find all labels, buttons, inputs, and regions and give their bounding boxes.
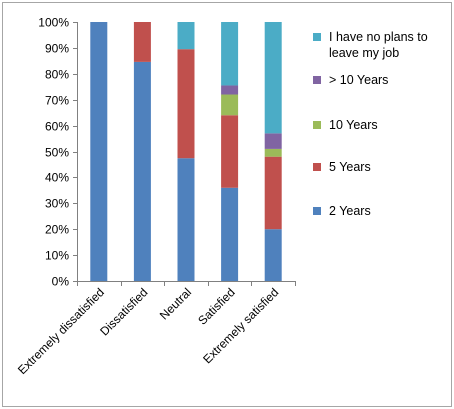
legend-swatch-1 xyxy=(313,33,321,41)
legend-swatch-4 xyxy=(313,163,321,171)
bar-segment-3-cat-4 xyxy=(221,94,239,116)
bar-segment-1-cat-2 xyxy=(133,61,151,281)
bar-segment-2-cat-5 xyxy=(264,156,282,230)
y-tick-label: 10% xyxy=(45,249,69,263)
legend-swatch-5 xyxy=(313,207,321,215)
y-tick-label: 60% xyxy=(45,120,69,134)
bar-segment-2-cat-4 xyxy=(221,115,239,188)
bar-segment-5-cat-3 xyxy=(177,22,195,50)
bar-segment-3-cat-5 xyxy=(264,148,282,157)
bar-segment-2-cat-2 xyxy=(133,22,151,62)
y-tick-label: 50% xyxy=(45,146,69,160)
legend: I have no plans to leave my job > 10 Years… xyxy=(313,30,428,218)
legend-swatch-3 xyxy=(313,121,321,129)
y-tick-label: 30% xyxy=(45,197,69,211)
bar-segment-5-cat-5 xyxy=(264,22,282,134)
legend-label-5: 2 Years xyxy=(329,204,371,218)
y-tick-label: 80% xyxy=(45,68,69,82)
y-tick-label: 0% xyxy=(52,275,70,289)
y-tick-label: 90% xyxy=(45,42,69,56)
bar-segment-5-cat-4 xyxy=(221,22,239,86)
y-tick-label: 40% xyxy=(45,171,69,185)
bar-segment-4-cat-4 xyxy=(221,85,239,95)
bar-segment-1-cat-5 xyxy=(264,229,282,281)
legend-label-1-line-1: I have no plans to xyxy=(329,30,428,44)
legend-label-3: 10 Years xyxy=(329,118,378,132)
y-tick-label: 20% xyxy=(45,223,69,237)
y-tick-label: 70% xyxy=(45,94,69,108)
bar-segment-1-cat-4 xyxy=(221,187,239,281)
y-tick-label: 100% xyxy=(38,16,69,30)
legend-swatch-2 xyxy=(313,76,321,84)
legend-label-4: 5 Years xyxy=(329,160,371,174)
legend-label-2: > 10 Years xyxy=(329,73,388,87)
bar-segment-1-cat-3 xyxy=(177,158,195,281)
bar-segment-1-cat-1 xyxy=(90,22,108,281)
bar-segment-4-cat-5 xyxy=(264,133,282,149)
legend-label-1-line-2: leave my job xyxy=(329,46,399,60)
bar-segment-2-cat-3 xyxy=(177,49,195,159)
